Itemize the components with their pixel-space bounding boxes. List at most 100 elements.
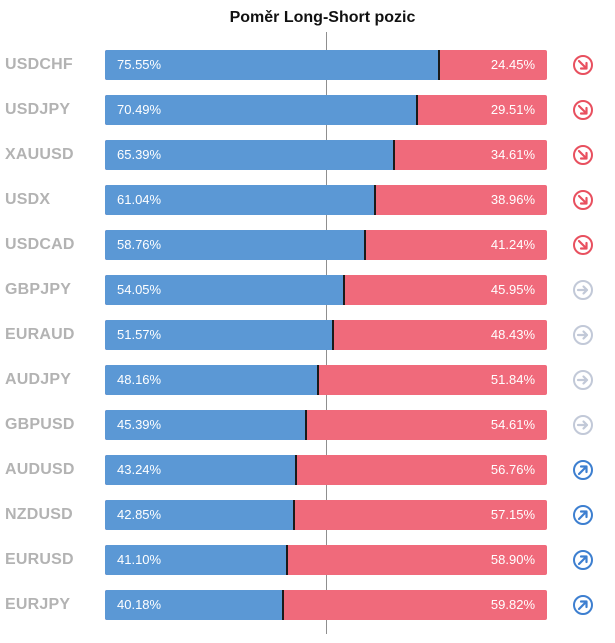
ratio-row: USDCHF 75.55% 24.45%: [0, 49, 615, 81]
bar-divider: [317, 365, 319, 395]
arrow-down-right-icon: [573, 55, 593, 75]
ratio-row: GBPJPY 54.05% 45.95%: [0, 274, 615, 306]
symbol-label: AUDUSD: [5, 461, 75, 478]
long-bar: [105, 140, 394, 170]
bar-divider: [293, 500, 295, 530]
short-bar: 43.24% 56.76%: [105, 455, 547, 485]
long-bar: [105, 320, 333, 350]
symbol-label: XAUUSD: [5, 146, 74, 163]
ratio-row: XAUUSD 65.39% 34.61%: [0, 139, 615, 171]
ratio-row: EURAUD 51.57% 48.43%: [0, 319, 615, 351]
symbol-label: AUDJPY: [5, 371, 72, 388]
arrow-right-icon: [573, 370, 593, 390]
bar-divider: [343, 275, 345, 305]
long-bar: [105, 545, 287, 575]
ratio-row: EURUSD 41.10% 58.90%: [0, 544, 615, 576]
long-percent-label: 41.10%: [117, 552, 162, 567]
symbol-label: USDJPY: [5, 101, 71, 118]
long-percent-label: 40.18%: [117, 597, 162, 612]
arrow-right-icon: [573, 415, 593, 435]
bar-divider: [393, 140, 395, 170]
long-percent-label: 43.24%: [117, 462, 162, 477]
symbol-label: USDX: [5, 191, 51, 208]
ratio-row: USDJPY 70.49% 29.51%: [0, 94, 615, 126]
long-percent-label: 48.16%: [117, 372, 162, 387]
bar-divider: [438, 50, 440, 80]
short-bar: 51.57% 48.43%: [105, 320, 547, 350]
long-percent-label: 61.04%: [117, 192, 162, 207]
short-bar: 61.04% 38.96%: [105, 185, 547, 215]
ratio-row: USDX 61.04% 38.96%: [0, 184, 615, 216]
chart-title: Poměr Long-Short pozic: [229, 9, 416, 26]
arrow-right-icon: [573, 325, 593, 345]
symbol-label: USDCHF: [5, 56, 73, 73]
long-percent-label: 54.05%: [117, 282, 162, 297]
short-bar: 70.49% 29.51%: [105, 95, 547, 125]
ratio-row: USDCAD 58.76% 41.24%: [0, 229, 615, 261]
short-bar: 75.55% 24.45%: [105, 50, 547, 80]
bar-divider: [332, 320, 334, 350]
bar-divider: [364, 230, 366, 260]
short-percent-label: 51.84%: [490, 372, 535, 387]
short-percent-label: 59.82%: [490, 597, 535, 612]
arrow-down-right-icon: [573, 145, 593, 165]
arrow-down-right-icon: [573, 100, 593, 120]
ratio-row: EURJPY 40.18% 59.82%: [0, 589, 615, 621]
long-percent-label: 70.49%: [117, 102, 162, 117]
long-percent-label: 58.76%: [117, 237, 162, 252]
ratio-row: GBPUSD 45.39% 54.61%: [0, 409, 615, 441]
short-percent-label: 24.45%: [490, 57, 535, 72]
short-percent-label: 57.15%: [490, 507, 535, 522]
long-bar: [105, 185, 375, 215]
ratio-row: AUDUSD 43.24% 56.76%: [0, 454, 615, 486]
long-percent-label: 51.57%: [117, 327, 162, 342]
long-bar: [105, 500, 294, 530]
short-bar: 65.39% 34.61%: [105, 140, 547, 170]
long-bar: [105, 50, 439, 80]
bar-divider: [282, 590, 284, 620]
arrow-up-right-icon: [573, 595, 593, 615]
symbol-label: NZDUSD: [5, 506, 73, 523]
long-bar: [105, 275, 344, 305]
bar-divider: [286, 545, 288, 575]
short-bar: 40.18% 59.82%: [105, 590, 547, 620]
symbol-label: EURAUD: [5, 326, 75, 343]
arrow-up-right-icon: [573, 550, 593, 570]
bar-divider: [295, 455, 297, 485]
long-bar: [105, 590, 283, 620]
symbol-label: EURJPY: [5, 596, 71, 613]
short-percent-label: 58.90%: [490, 552, 535, 567]
short-percent-label: 45.95%: [490, 282, 535, 297]
arrow-down-right-icon: [573, 235, 593, 255]
long-percent-label: 75.55%: [117, 57, 162, 72]
short-percent-label: 41.24%: [490, 237, 535, 252]
long-bar: [105, 410, 306, 440]
arrow-up-right-icon: [573, 505, 593, 525]
long-bar: [105, 455, 296, 485]
bar-divider: [374, 185, 376, 215]
short-bar: 42.85% 57.15%: [105, 500, 547, 530]
ratio-row: NZDUSD 42.85% 57.15%: [0, 499, 615, 531]
short-percent-label: 34.61%: [490, 147, 535, 162]
short-bar: 45.39% 54.61%: [105, 410, 547, 440]
short-bar: 41.10% 58.90%: [105, 545, 547, 575]
short-percent-label: 38.96%: [490, 192, 535, 207]
symbol-label: EURUSD: [5, 551, 74, 568]
short-bar: 48.16% 51.84%: [105, 365, 547, 395]
bar-divider: [416, 95, 418, 125]
arrow-right-icon: [573, 280, 593, 300]
long-bar: [105, 230, 365, 260]
short-percent-label: 48.43%: [490, 327, 535, 342]
symbol-label: GBPUSD: [5, 416, 75, 433]
short-bar: 54.05% 45.95%: [105, 275, 547, 305]
symbol-label: GBPJPY: [5, 281, 72, 298]
ratio-row: AUDJPY 48.16% 51.84%: [0, 364, 615, 396]
symbol-label: USDCAD: [5, 236, 75, 253]
bar-divider: [305, 410, 307, 440]
long-percent-label: 45.39%: [117, 417, 162, 432]
short-bar: 58.76% 41.24%: [105, 230, 547, 260]
long-bar: [105, 95, 417, 125]
long-percent-label: 65.39%: [117, 147, 162, 162]
short-percent-label: 54.61%: [490, 417, 535, 432]
arrow-down-right-icon: [573, 190, 593, 210]
